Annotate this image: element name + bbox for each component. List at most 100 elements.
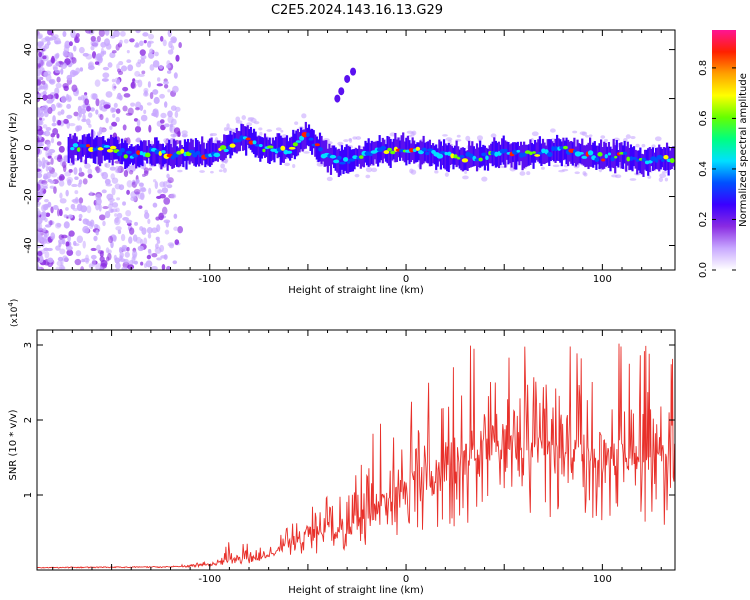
noise-cell <box>71 70 79 76</box>
noise-cell <box>172 260 178 265</box>
noise-cell <box>156 239 161 244</box>
noise-cell <box>135 61 142 68</box>
noise-cell <box>116 79 121 85</box>
noise-cell <box>37 198 40 203</box>
ridge-peak <box>245 137 251 141</box>
branch-cell <box>338 87 345 96</box>
ridge-cell <box>446 145 449 172</box>
noise-cell <box>117 229 122 235</box>
noise-cell <box>54 54 60 59</box>
ridge-peak <box>610 156 615 162</box>
noise-cell <box>50 171 58 178</box>
noise-cell <box>209 133 213 137</box>
noise-cell <box>85 254 89 261</box>
noise-cell <box>114 183 121 190</box>
noise-cell <box>247 118 254 122</box>
noise-cell <box>600 135 606 139</box>
noise-cell <box>58 242 62 247</box>
ridge-peak <box>76 147 81 152</box>
ridge-cell <box>460 147 463 171</box>
ridge-cell <box>430 145 433 167</box>
noise-cell <box>37 119 40 126</box>
ridge-peak <box>103 145 111 148</box>
ridge-peak <box>188 149 195 154</box>
y-tick-label: -40 <box>23 237 34 253</box>
noise-cell <box>80 205 88 213</box>
noise-cell <box>100 172 105 177</box>
ridge-cell <box>70 138 73 163</box>
ridge-cell <box>215 143 218 161</box>
noise-cell <box>75 125 80 132</box>
ridge-peak <box>587 150 594 156</box>
noise-cell <box>259 131 263 136</box>
noise-cell <box>99 266 104 270</box>
ridge-cell <box>571 142 574 166</box>
noise-cell <box>143 87 149 94</box>
noise-cell <box>63 221 70 229</box>
noise-cell <box>148 187 152 195</box>
y-tick-label: 2 <box>23 417 34 423</box>
ridge-peak <box>632 156 637 160</box>
noise-cell <box>154 181 159 189</box>
y-tick-label: 40 <box>23 43 34 56</box>
noise-cell <box>43 110 49 118</box>
noise-cell <box>144 212 150 220</box>
ridge-cell <box>202 142 205 161</box>
noise-cell <box>630 135 636 140</box>
snr-frame <box>36 329 676 571</box>
ridge-cell <box>340 145 344 170</box>
ridge-cell <box>317 139 320 163</box>
ridge-cell <box>168 139 171 165</box>
noise-cell <box>101 78 109 82</box>
noise-cell <box>41 204 47 212</box>
y-tick-label: 0 <box>23 144 34 150</box>
ridge-cell <box>475 143 479 172</box>
ridge-peak <box>436 153 444 159</box>
noise-cell <box>442 134 448 137</box>
ridge-cell <box>240 123 243 146</box>
noise-cell <box>175 54 180 62</box>
ridge-peak <box>252 140 257 145</box>
noise-cell <box>130 81 137 89</box>
noise-cell <box>61 238 66 245</box>
noise-cell <box>159 119 165 124</box>
noise-cell <box>97 250 105 255</box>
ridge-cell <box>601 147 604 170</box>
noise-cell <box>65 241 70 248</box>
noise-cell <box>137 245 144 252</box>
noise-cell <box>65 245 73 251</box>
noise-cell <box>173 133 178 138</box>
noise-cell <box>78 179 83 185</box>
noise-cell <box>38 117 43 121</box>
noise-cell <box>138 40 144 47</box>
ridge-peak <box>301 131 308 138</box>
ridge-peak <box>383 150 390 155</box>
y-tick-label: -20 <box>23 188 34 204</box>
noise-cell <box>167 242 175 247</box>
noise-cell <box>102 72 110 79</box>
noise-cell <box>39 188 43 197</box>
noise-cell <box>37 208 40 216</box>
noise-cell <box>44 250 50 259</box>
ridge-peak <box>444 151 448 156</box>
noise-cell <box>111 202 119 208</box>
ridge-cell <box>347 145 350 174</box>
noise-cell <box>173 226 179 231</box>
noise-cell <box>109 166 116 171</box>
ridge-peak <box>342 157 349 162</box>
noise-cell <box>284 162 291 167</box>
noise-cell <box>82 178 88 185</box>
ridge-cell <box>249 126 252 150</box>
ridge-peak <box>546 152 553 158</box>
noise-cell <box>37 251 43 257</box>
ridge-peak <box>158 150 162 157</box>
ridge-cell <box>322 140 325 162</box>
ridge-peak <box>447 151 452 156</box>
noise-cell <box>136 137 142 143</box>
noise-cell <box>49 185 55 189</box>
ridge-cell <box>648 147 651 173</box>
noise-cell <box>55 222 62 229</box>
noise-cell <box>78 213 83 219</box>
colorbar-tick-label: 0.2 <box>698 212 709 228</box>
noise-cell <box>145 260 153 268</box>
